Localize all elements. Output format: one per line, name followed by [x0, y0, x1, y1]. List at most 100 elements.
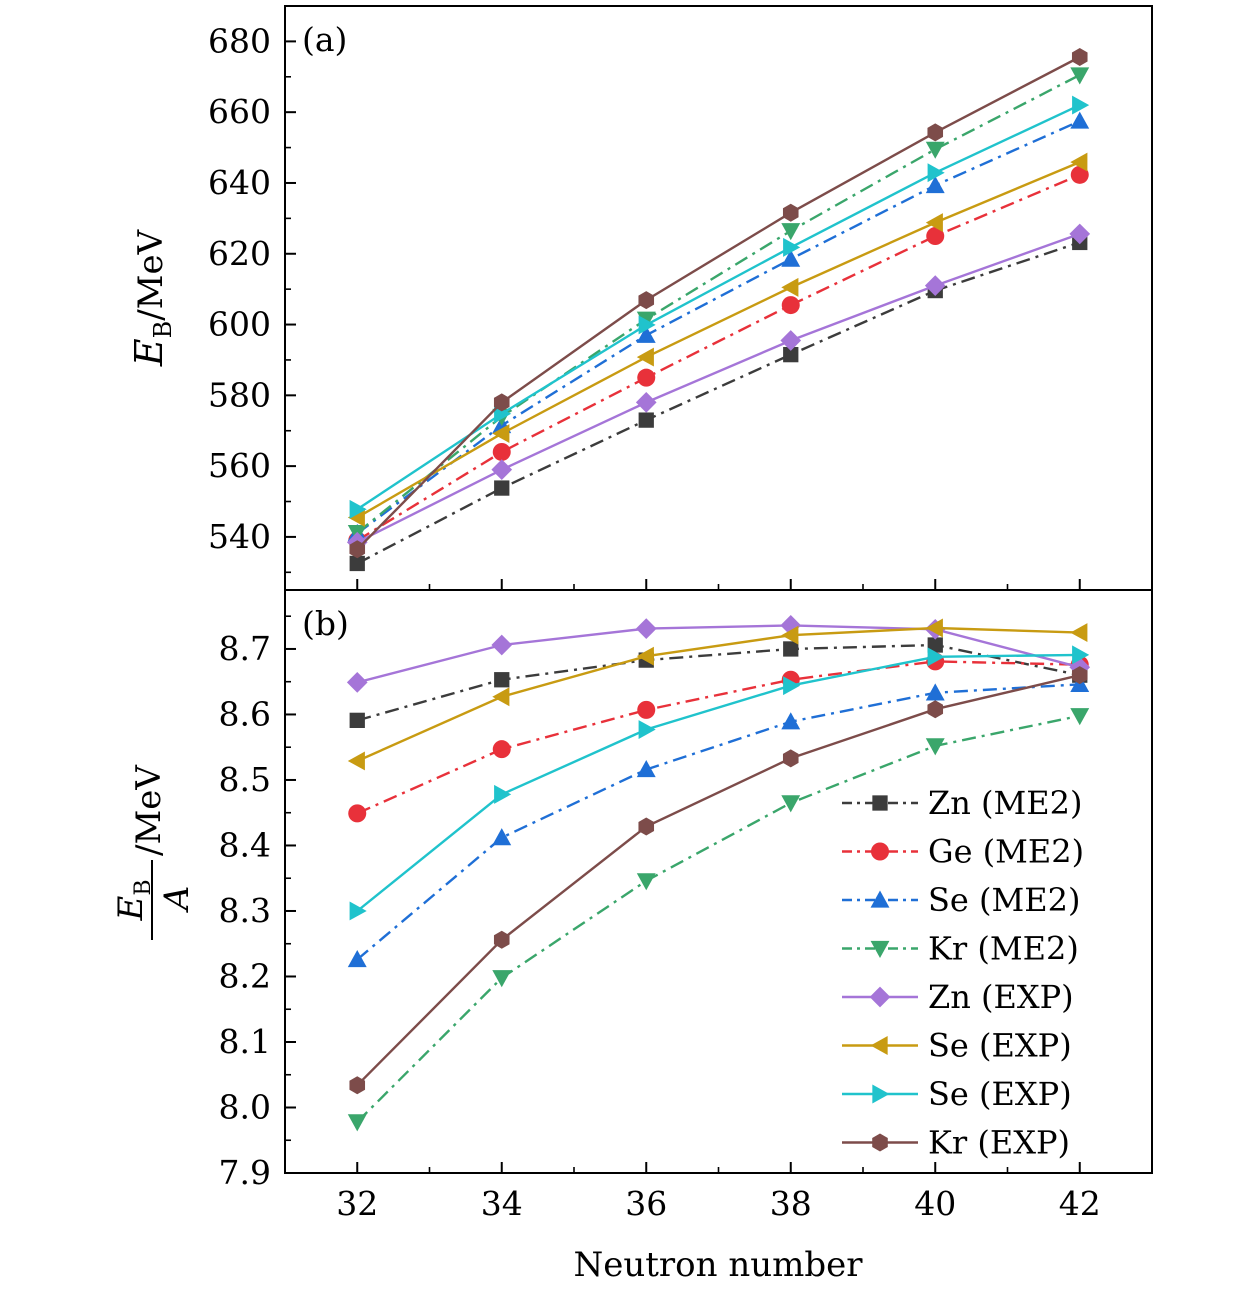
legend-label: Kr (ME2) [928, 930, 1079, 968]
panel-a-data-point [927, 123, 944, 142]
panel-a-series-line [356, 55, 1081, 551]
panel-a-data-point [349, 555, 365, 572]
panel-a-series-line [356, 119, 1081, 535]
panel-a-data-point [491, 459, 513, 481]
panel-b-data-point [494, 672, 510, 688]
panel-a-data-point [493, 393, 510, 412]
panel-b-data-point [783, 641, 799, 657]
legend-label: Zn (ME2) [928, 784, 1082, 822]
panel-b-data-point [493, 930, 510, 949]
legend-marker [872, 1084, 890, 1104]
legend: Zn (ME2) Ge (ME2) Se (ME2) Kr (ME2) Zn (EXP)… [842, 784, 1084, 1162]
panel-b-data-point [638, 817, 655, 836]
x-tick-label: 42 [1059, 1184, 1101, 1223]
panel-a-data-point [781, 249, 801, 267]
panel-a-data-point [1071, 47, 1088, 66]
panel-b-series-zn-me2 [349, 637, 1088, 729]
panel-a-data-point [783, 237, 801, 257]
panel-a-data-point [636, 347, 654, 367]
panel-b-y-tick-label: 7.9 [219, 1153, 271, 1192]
panel-b-series-line [356, 674, 1081, 1087]
panel-b-y-tick-label: 8.6 [219, 694, 271, 733]
legend-entry-se-me2: Se (ME2) [842, 881, 1080, 919]
panel-b-data-point [781, 625, 799, 645]
panel-b-data-point [781, 712, 801, 730]
panel-b-binding-energy-per-nucleon: 7.9 8.0 8.1 8.2 8.3 8.4 8.5 8.6 8.7 32 34 36 38 40 42 (… [111, 589, 1153, 1223]
panel-b-series-line [356, 626, 1080, 763]
panel-b-series-zn-exp [346, 615, 1091, 693]
panel-b-data-point [927, 647, 945, 667]
legend-marker [869, 986, 891, 1008]
panel-b-data-point [349, 712, 365, 729]
panel-b-data-point [1070, 708, 1090, 726]
panel-b-data-point [492, 687, 510, 707]
panel-b-data-point [491, 634, 513, 656]
legend-entry-kr-exp: Kr (EXP) [842, 1124, 1070, 1162]
x-tick-label: 36 [625, 1184, 667, 1223]
y-title-symbol: E [127, 338, 171, 367]
panel-b-series-kr-me2 [347, 708, 1090, 1132]
legend-label: Zn (EXP) [928, 978, 1074, 1016]
panel-a-data-point [638, 291, 655, 310]
panel-b-data-point [347, 1114, 367, 1132]
panel-a-binding-energy: 540 560 580 600 620 640 660 680 (a) EB/MeV [127, 5, 1153, 591]
legend-marker [870, 890, 890, 908]
legend-label: Se (EXP) [928, 1027, 1072, 1065]
panel-b-data-point [349, 1076, 366, 1095]
panel-b-data-point [494, 784, 512, 804]
panel-a-data-point [347, 507, 365, 527]
y-title-numerator: EB [111, 880, 156, 922]
panel-a-data-point [925, 141, 945, 159]
panel-b-series-line [356, 683, 1080, 961]
panel-a-data-point [1072, 95, 1090, 115]
panel-a-data-point [494, 480, 510, 496]
panel-a-data-point [636, 325, 656, 343]
panel-a-data-point [638, 315, 656, 335]
legend-marker [870, 1036, 888, 1055]
y-title-subscript: B [131, 880, 156, 896]
panel-a-data-point [492, 424, 510, 444]
panel-a-data-point [782, 203, 799, 222]
panel-b-data-point [925, 618, 943, 638]
panel-a-y-axis-title: EB/MeV [127, 228, 177, 367]
panel-b-y-tick-label: 8.2 [219, 956, 271, 995]
panel-a-data-point [1070, 67, 1090, 85]
panel-b-data-point [492, 828, 512, 846]
panel-a-data-point [781, 277, 799, 297]
y-title-unit: /MeV [131, 228, 171, 320]
panel-a-series-line [356, 241, 1081, 565]
panel-a-y-tick-label: 540 [208, 517, 271, 556]
panel-b-data-point [927, 700, 944, 719]
panel-b-y-tick-label: 8.1 [219, 1022, 271, 1061]
panel-b-data-point [346, 672, 368, 693]
panel-a-y-tick-label: 660 [208, 92, 271, 131]
legend-label: Se (ME2) [928, 881, 1080, 919]
y-title-symbol: E [111, 896, 151, 922]
panel-a-y-tick-label: 620 [208, 234, 271, 273]
panel-a-data-point [492, 442, 511, 461]
panel-a-data-point [349, 540, 366, 559]
panel-b-data-point [925, 738, 945, 756]
panel-b-series-kr-exp [349, 666, 1088, 1095]
panel-a-series-se-exp [349, 95, 1090, 519]
legend-entry-se-exp: Se (EXP) [842, 1075, 1072, 1113]
panel-a-series-zn-exp [346, 223, 1091, 553]
panel-a-series-line [356, 160, 1081, 519]
panel-b-y-axis-title: EB A/MeV [111, 764, 197, 940]
panel-a-data-point [1069, 223, 1091, 245]
legend-marker [872, 1133, 888, 1152]
panel-b-series-line [356, 643, 1081, 722]
panel-b-label: (b) [302, 604, 349, 643]
x-tick-label: 40 [914, 1184, 956, 1223]
panel-b-data-point [925, 683, 945, 701]
x-tick-label: 38 [770, 1184, 812, 1223]
x-axis-title: Neutron number [573, 1245, 863, 1285]
legend-marker [871, 842, 889, 861]
legend-marker [872, 795, 888, 811]
panel-a-data-point [925, 175, 945, 194]
panel-b-data-point [637, 700, 656, 719]
legend-label: Kr (EXP) [928, 1124, 1070, 1162]
y-title-subscript: B [149, 321, 177, 339]
legend-marker [870, 940, 890, 958]
panel-a-series-se-me2 [347, 111, 1090, 542]
